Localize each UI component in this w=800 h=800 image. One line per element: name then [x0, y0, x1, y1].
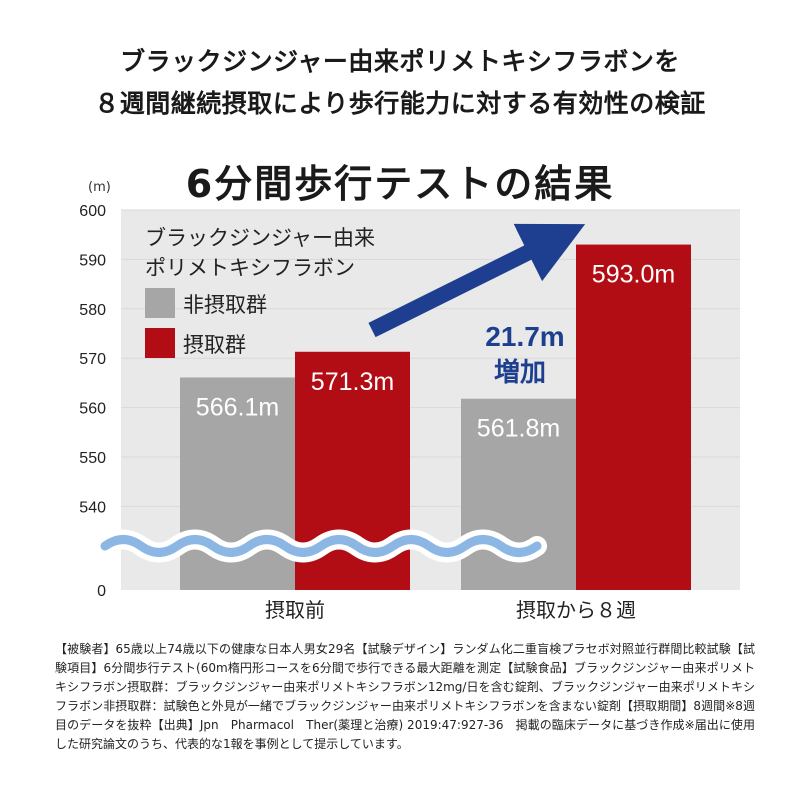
headline-line-1: ブラックジンジャー由来ポリメトキシフラボンを: [120, 47, 680, 76]
bar-value-label: 566.1m: [196, 393, 279, 421]
y-axis-unit: (m): [88, 180, 111, 195]
headline-line-2: ８週間継続摂取により歩行能力に対する有効性の検証: [94, 89, 706, 118]
y-tick-label: 600: [79, 203, 106, 220]
bar-value-label: 571.3m: [311, 368, 394, 396]
bar-value-label: 561.8m: [477, 415, 560, 443]
y-tick-label: 550: [79, 450, 106, 467]
bar-chart: (m) 600 590 580 570 560 550 540 0 566.1m 561.8m 5…: [79, 180, 740, 622]
y-tick-label: 0: [97, 583, 106, 600]
x-axis-labels: 摂取前 摂取から８週: [265, 598, 636, 622]
legend-title-line-2: ポリメトキシフラボン: [145, 256, 355, 280]
y-tick-label: 540: [79, 499, 106, 516]
legend-swatch-intake: [145, 328, 175, 358]
axis-break-wave: [100, 535, 542, 557]
chart-title: 6分間歩行テストの結果: [185, 162, 615, 206]
y-tick-label: 590: [79, 252, 106, 269]
legend-label-non-intake: 非摂取群: [183, 293, 267, 317]
increase-text-label: 増加: [494, 358, 546, 388]
x-category-label: 摂取前: [265, 598, 325, 622]
legend-label-intake: 摂取群: [183, 333, 246, 357]
footnote: 【被験者】65歳以上74歳以下の健康な日本人男女29名【試験デザイン】ランダム化…: [55, 642, 755, 751]
y-tick-label: 570: [79, 351, 106, 368]
increase-value-label: 21.7m: [485, 321, 564, 352]
y-tick-label: 560: [79, 401, 106, 418]
legend-swatch-non-intake: [145, 288, 175, 318]
legend-title-line-1: ブラックジンジャー由来: [145, 226, 375, 250]
bar-value-label: 593.0m: [592, 261, 675, 289]
bar: [576, 244, 691, 590]
x-category-label: 摂取から８週: [516, 598, 636, 622]
y-tick-label: 580: [79, 302, 106, 319]
y-axis-ticks: 600 590 580 570 560 550 540 0: [79, 203, 106, 600]
increase-arrow: [368, 223, 586, 338]
legend: ブラックジンジャー由来 ポリメトキシフラボン 非摂取群 摂取群: [145, 226, 375, 358]
